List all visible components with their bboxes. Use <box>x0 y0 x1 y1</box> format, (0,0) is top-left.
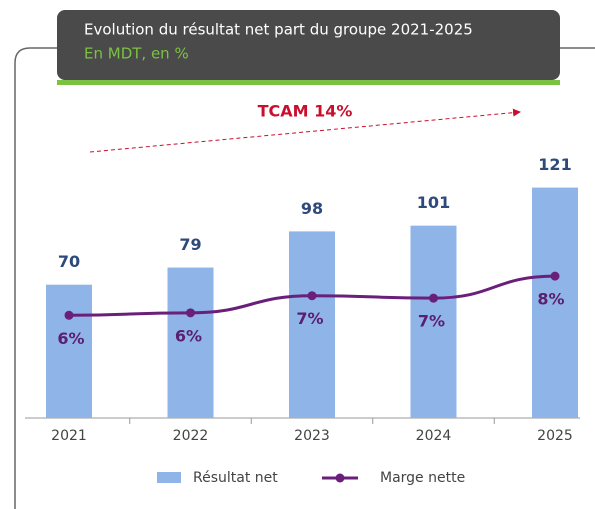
margin-label: 6% <box>175 326 202 345</box>
legend-label: Résultat net <box>193 470 278 486</box>
annotation: TCAM 14% <box>258 102 353 121</box>
margin-label: 7% <box>296 309 323 328</box>
x-tick-label: 2021 <box>51 428 87 444</box>
frame <box>14 47 595 509</box>
bar <box>289 231 335 418</box>
x-tick-label: 2024 <box>416 428 452 444</box>
chart-subtitle: En MDT, en % <box>84 45 189 63</box>
header-box <box>57 10 560 80</box>
bar <box>46 284 92 418</box>
trend-arrow <box>89 108 521 153</box>
margin-point <box>550 271 560 281</box>
bar-value-label: 70 <box>58 252 80 271</box>
x-tick-label: 2023 <box>294 428 330 444</box>
header-underline <box>57 80 560 85</box>
bar-value-label: 121 <box>538 155 571 174</box>
bar <box>532 187 578 418</box>
bar <box>167 267 214 418</box>
legend-dot <box>335 473 345 483</box>
margin-point <box>429 293 438 303</box>
bar-value-label: 101 <box>417 193 450 212</box>
margin-point <box>186 308 195 318</box>
bar-value-label: 79 <box>179 235 201 254</box>
margin-label: 8% <box>537 290 564 309</box>
margin-label: 6% <box>57 329 84 348</box>
bar <box>410 225 457 418</box>
margin-point <box>64 310 74 320</box>
x-tick-label: 2022 <box>173 428 209 444</box>
chart-title: Evolution du résultat net part du groupe… <box>84 21 473 39</box>
x-tick-label: 2025 <box>537 428 573 444</box>
margin-label: 7% <box>418 312 445 331</box>
legend-swatch <box>157 472 181 483</box>
legend-label: Marge nette <box>380 470 465 486</box>
margin-point <box>307 291 317 301</box>
bar-value-label: 98 <box>301 199 323 218</box>
